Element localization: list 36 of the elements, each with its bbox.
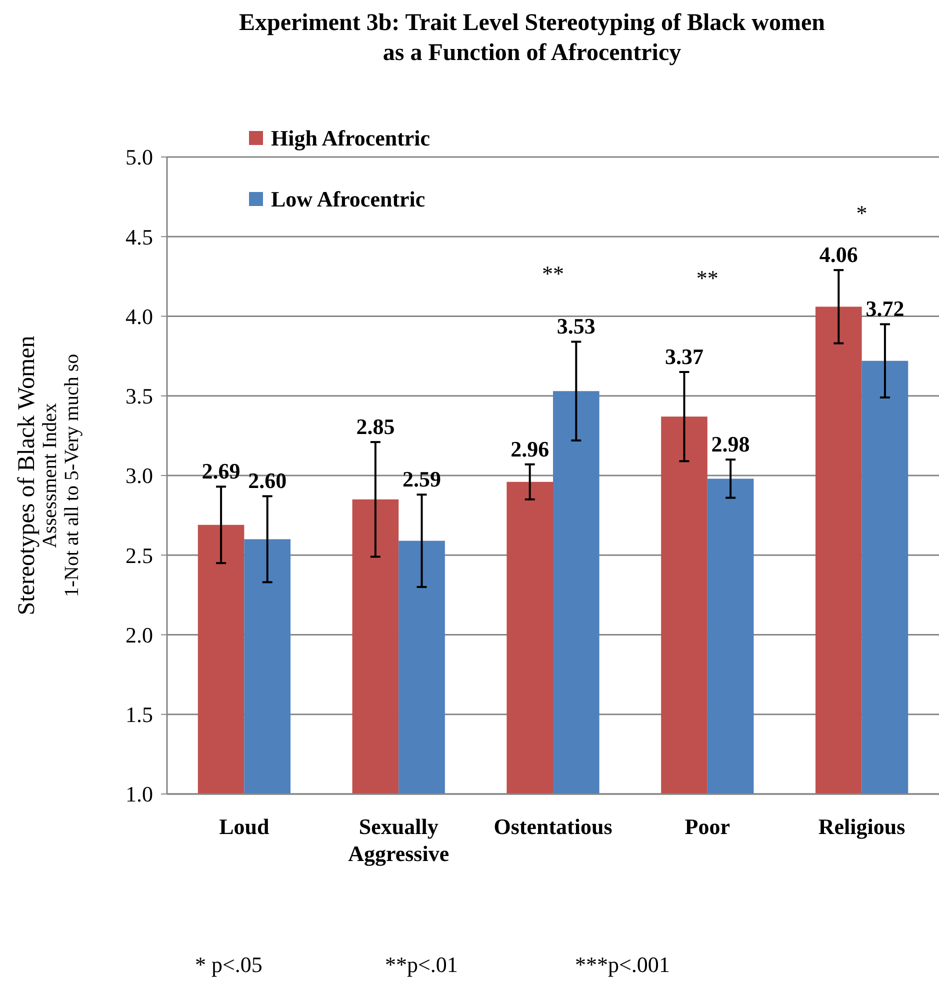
data-label: 2.85 bbox=[356, 414, 395, 440]
data-label: 3.37 bbox=[664, 344, 704, 369]
y-tick-label: 1.0 bbox=[126, 782, 153, 807]
text: * p<.05 bbox=[195, 952, 262, 977]
data-label: 2.69 bbox=[202, 458, 240, 484]
y-tick-label: 5.0 bbox=[126, 144, 153, 170]
data-label: 3.72 bbox=[866, 296, 904, 322]
annotation: ** bbox=[542, 260, 564, 286]
y-tick-label: 4.5 bbox=[126, 224, 153, 250]
legend-label: Low Afrocentric bbox=[271, 186, 426, 212]
y-tick-label: 3.5 bbox=[126, 384, 153, 409]
text: 1-Not at all to 5-Very much so bbox=[61, 354, 83, 598]
data-label: 2.96 bbox=[510, 436, 550, 462]
chart-title: Experiment 3b: Trait Level Stereotyping of Black women as a Function of Afrocentricy bbox=[239, 10, 825, 66]
data-label: 3.53 bbox=[556, 314, 596, 339]
x-tick-label: Religious bbox=[818, 814, 906, 839]
x-tick-label: Loud bbox=[219, 814, 270, 839]
legend-label: High Afrocentric bbox=[271, 126, 430, 151]
text: Assessment Index bbox=[39, 403, 61, 548]
x-tick-label: Poor bbox=[684, 814, 730, 839]
y-tick-label: 1.5 bbox=[126, 702, 153, 728]
y-tick-label: 2.0 bbox=[126, 622, 153, 648]
x-tick-label: Ostentatious bbox=[494, 814, 613, 839]
data-label: 4.06 bbox=[819, 242, 858, 268]
y-axis-title: Stereotypes of Black Women bbox=[14, 336, 40, 616]
text: ***p<.001 bbox=[575, 952, 670, 977]
x-tick-label: Sexually Aggressive bbox=[348, 814, 450, 866]
text: **p<.01 bbox=[385, 952, 458, 977]
data-label: 2.60 bbox=[248, 468, 287, 494]
annotation: * bbox=[856, 200, 868, 226]
data-label: 2.59 bbox=[402, 466, 442, 492]
annotation: ** bbox=[696, 266, 718, 291]
y-tick-label: 4.0 bbox=[126, 304, 153, 329]
y-tick-label: 3.0 bbox=[126, 463, 153, 488]
y-tick-label: 2.5 bbox=[126, 542, 153, 568]
data-label: 2.98 bbox=[711, 432, 750, 457]
